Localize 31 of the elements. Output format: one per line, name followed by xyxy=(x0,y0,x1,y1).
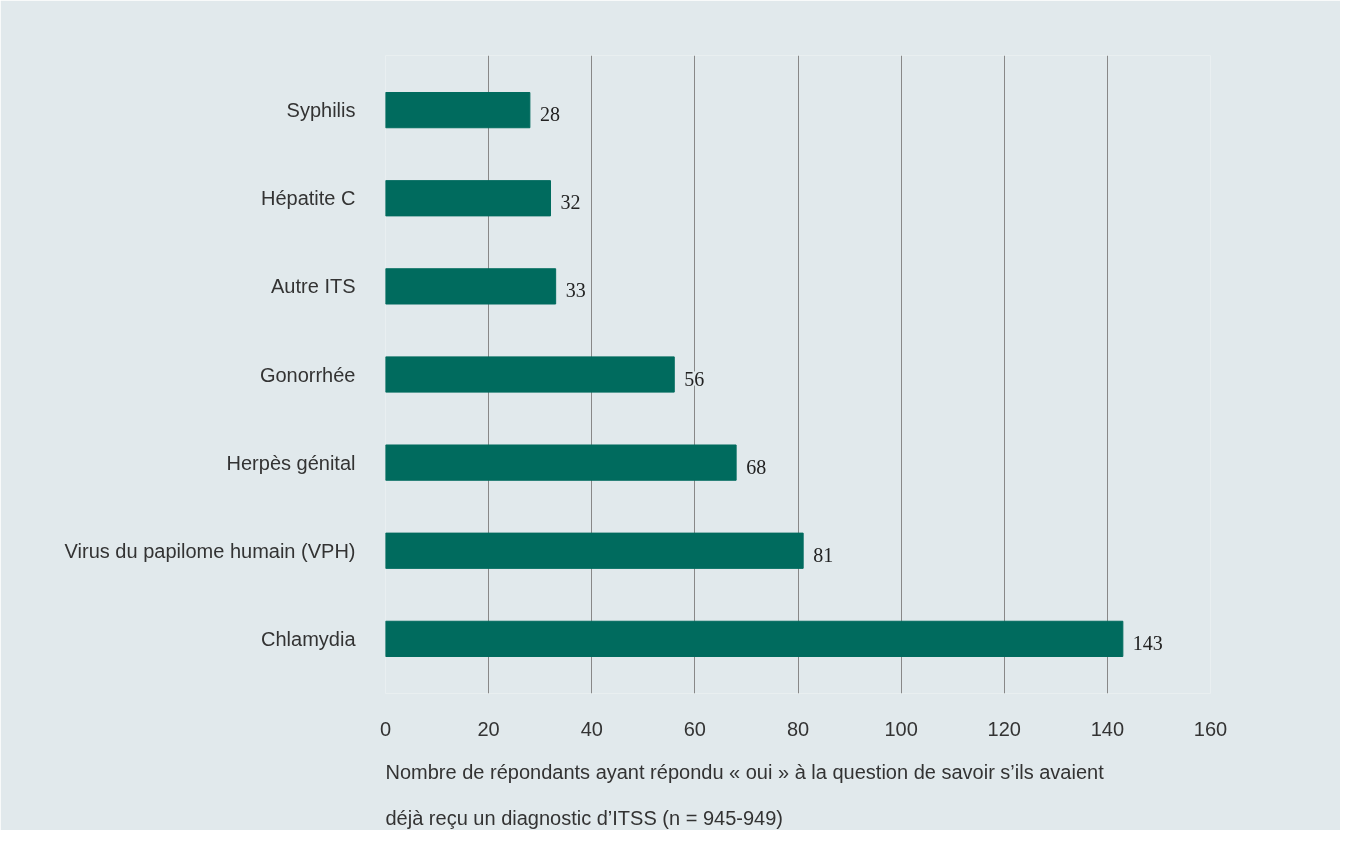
bar xyxy=(385,532,804,569)
x-tick-label: 120 xyxy=(987,717,1021,740)
x-tick-label: 40 xyxy=(580,717,603,740)
bar xyxy=(385,444,737,481)
bar xyxy=(385,356,675,393)
y-tick-label: Herpès génital xyxy=(226,451,356,474)
data-label: 143 xyxy=(1132,631,1163,654)
x-tick-label: 100 xyxy=(884,717,918,740)
x-tick-label: 0 xyxy=(379,717,392,740)
data-label: 28 xyxy=(539,103,560,126)
data-label: 32 xyxy=(560,191,581,214)
bar xyxy=(385,620,1124,657)
bar xyxy=(385,268,557,305)
text: Nombre de répondants ayant répondu « oui » à la question de savoir s’ils avaient déjà reçu un diagnostic d’ITSS (n = 945-949) xyxy=(385,760,1104,829)
x-tick-label: 20 xyxy=(477,717,500,740)
y-tick-label: Hépatite C xyxy=(261,187,356,210)
data-label: 68 xyxy=(746,455,767,478)
data-label: 33 xyxy=(565,279,586,302)
x-tick-label: 160 xyxy=(1193,717,1228,740)
bar xyxy=(385,180,551,217)
y-tick-label: Autre ITS xyxy=(271,275,356,298)
y-tick-label: Gonorrhée xyxy=(259,363,356,386)
y-tick-label: Virus du papilome humain (VPH) xyxy=(64,539,356,562)
x-tick-label: 80 xyxy=(786,717,810,740)
bar xyxy=(385,92,531,129)
data-label: 56 xyxy=(684,367,705,390)
y-tick-label: Chlamydia xyxy=(261,627,357,650)
data-label: 81 xyxy=(813,543,834,566)
x-tick-label: 60 xyxy=(683,717,706,740)
y-tick-label: Syphilis xyxy=(286,99,356,122)
x-tick-label: 140 xyxy=(1090,717,1125,740)
